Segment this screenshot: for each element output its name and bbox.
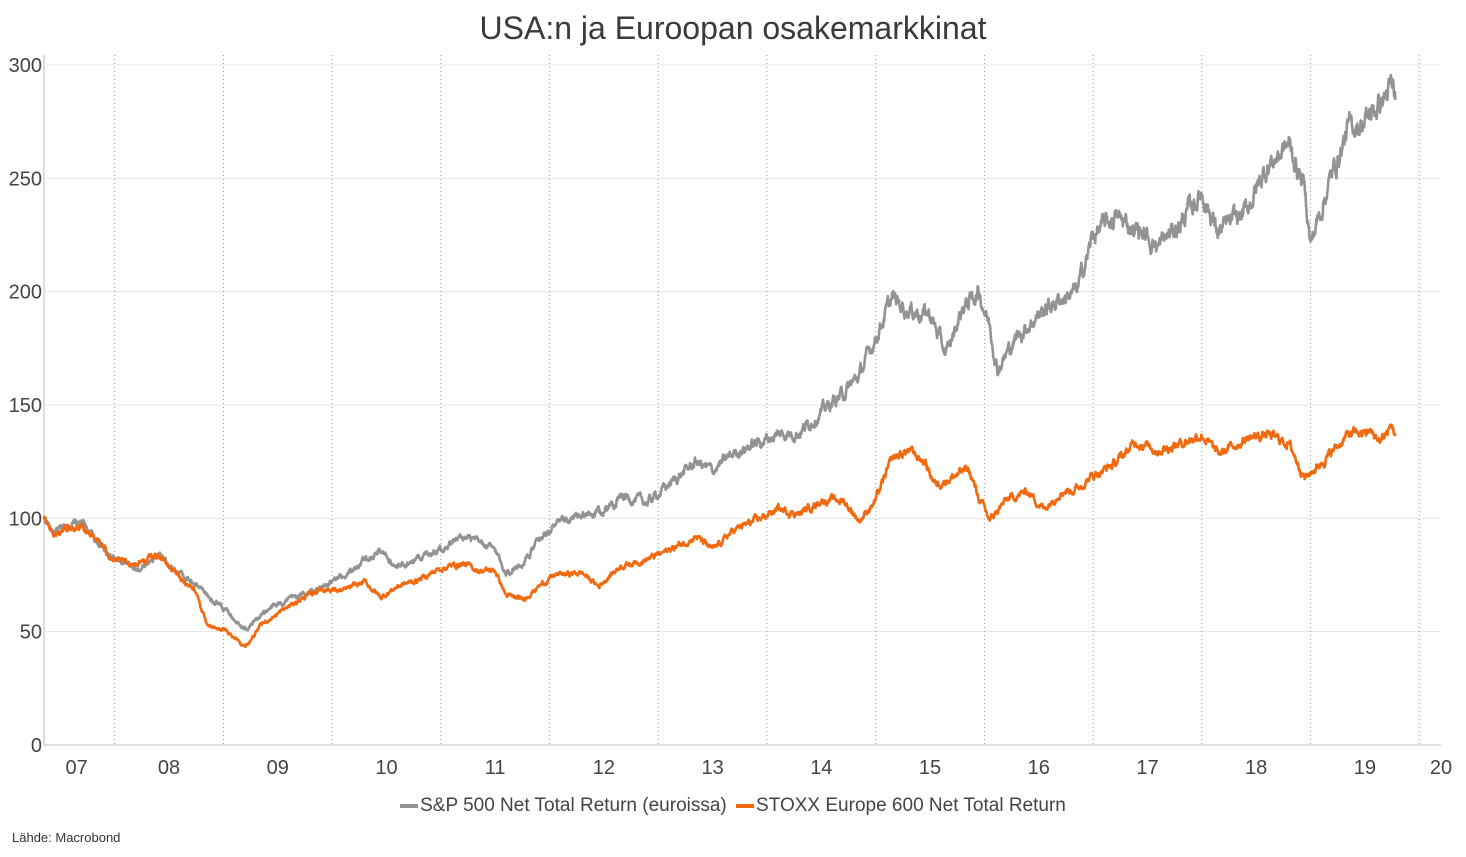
x-tick-label-13: 13 <box>701 757 723 779</box>
legend-item-stoxx600: STOXX Europe 600 Net Total Return <box>736 795 1066 817</box>
x-tick-label-19: 19 <box>1354 757 1376 779</box>
series-line-sp500 <box>42 73 1397 632</box>
series-line-stoxx600 <box>42 423 1397 649</box>
legend-swatch-sp500 <box>400 804 419 808</box>
y-tick-label-50: 50 <box>20 622 42 644</box>
legend-swatch-stoxx600 <box>736 804 755 808</box>
source-note: Lähde: Macrobond <box>12 830 121 845</box>
y-tick-label-0: 0 <box>31 735 42 757</box>
legend-item-sp500: S&P 500 Net Total Return (euroissa) <box>400 795 727 817</box>
x-tick-label-10: 10 <box>375 757 397 779</box>
y-tick-label-250: 250 <box>9 168 42 190</box>
legend: S&P 500 Net Total Return (euroissa) STOX… <box>0 792 1466 817</box>
x-tick-label-18: 18 <box>1245 757 1267 779</box>
legend-label-stoxx600: STOXX Europe 600 Net Total Return <box>756 795 1066 816</box>
chart-plot: 0 50 100 150 200 250 300 07 08 09 10 11 12 13 14 15 16 17… <box>9 55 1452 779</box>
x-tick-label-09: 09 <box>267 757 289 779</box>
y-tick-label-200: 200 <box>9 282 42 304</box>
x-tick-label-15: 15 <box>919 757 941 779</box>
y-tick-label-150: 150 <box>9 395 42 417</box>
x-tick-label-14: 14 <box>810 757 832 779</box>
x-tick-label-16: 16 <box>1028 757 1050 779</box>
y-tick-label-300: 300 <box>9 55 42 77</box>
chart-title: USA:n ja Euroopan osakemarkkinat <box>479 10 987 46</box>
x-tick-label-17: 17 <box>1136 757 1158 779</box>
legend-label-sp500: S&P 500 Net Total Return (euroissa) <box>420 795 727 816</box>
x-tick-label-07: 07 <box>65 757 87 779</box>
x-tick-label-12: 12 <box>593 757 615 779</box>
x-tick-label-08: 08 <box>158 757 180 779</box>
x-tick-label-11: 11 <box>485 757 506 779</box>
x-tick-label-20: 20 <box>1430 757 1452 779</box>
y-tick-label-100: 100 <box>9 508 42 530</box>
